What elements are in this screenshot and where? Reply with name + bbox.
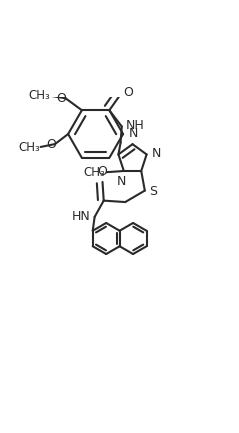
Text: O: O xyxy=(46,138,56,151)
Text: N: N xyxy=(129,127,138,140)
Text: N: N xyxy=(117,175,126,188)
Text: O: O xyxy=(98,165,108,178)
Text: NH: NH xyxy=(126,119,145,132)
Text: O: O xyxy=(124,86,134,99)
Text: CH₃: CH₃ xyxy=(28,89,50,102)
Text: N: N xyxy=(151,147,161,160)
Text: CH₃: CH₃ xyxy=(18,141,40,154)
Text: O: O xyxy=(57,92,66,105)
Text: S: S xyxy=(149,185,157,198)
Text: CH₃: CH₃ xyxy=(84,166,105,179)
Text: HN: HN xyxy=(71,210,90,223)
